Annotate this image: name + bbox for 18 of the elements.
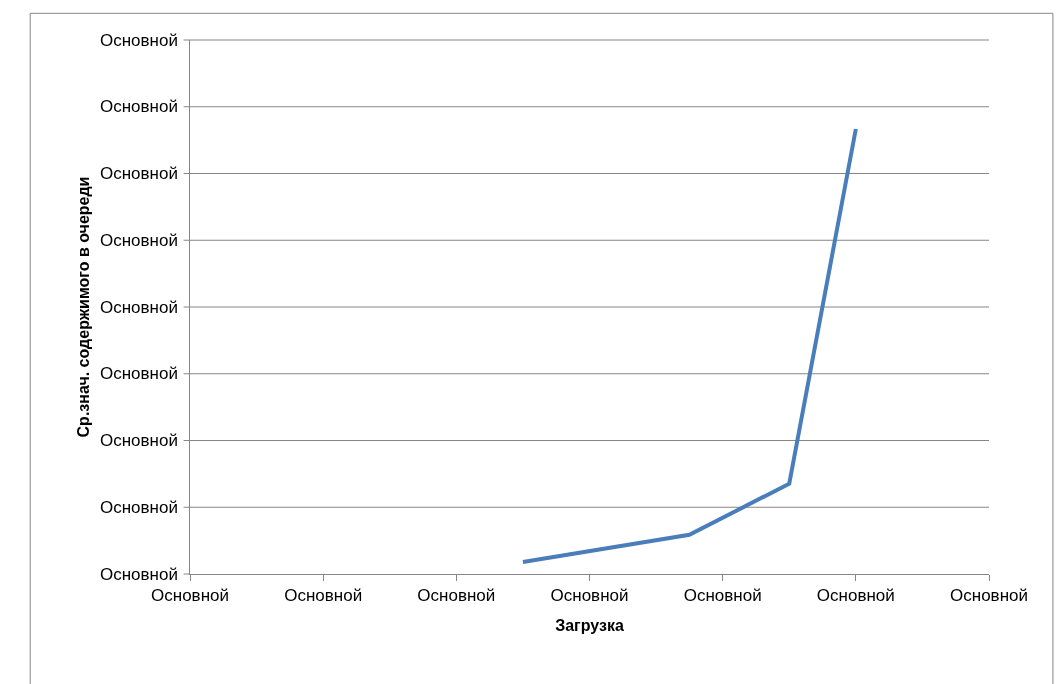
x-tick-label: Основной [950,586,1028,606]
text: Основной [100,364,178,383]
x-tick-label: Основной [816,586,895,606]
y-axis-title: Ср.знач. содержимого в очереди [74,176,92,438]
text: Основной [100,431,178,450]
x-tick-label: Основной [550,586,629,606]
x-tick-label: Основной [151,586,229,606]
x-axis-title: Загрузка [555,617,624,635]
text: Основной [100,97,178,116]
text: Основной [100,231,178,250]
text: Основной [100,498,178,517]
text: Основной [100,164,178,183]
x-tick-label: Основной [284,586,363,606]
x-tick-label: Основной [683,586,762,606]
text: Основной [100,298,178,317]
x-tick-label: Основной [417,586,496,606]
text: Основной [100,565,178,584]
text: Основной [100,31,178,50]
